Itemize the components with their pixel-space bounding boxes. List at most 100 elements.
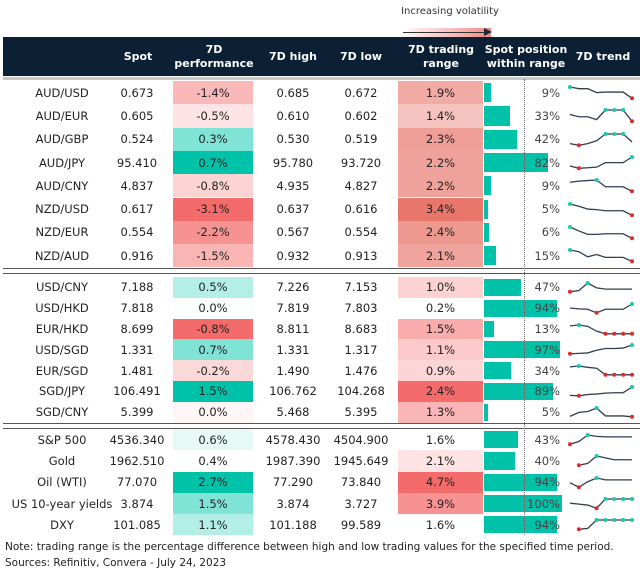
high-value: 5.468: [276, 405, 310, 420]
low-value: 7.153: [344, 280, 378, 295]
position-bar: [484, 494, 562, 513]
position-bar: [484, 246, 496, 266]
range-cell: 1.1%: [398, 339, 483, 361]
performance-cell: -2.2%: [173, 220, 253, 245]
range-cell: 2.4%: [398, 381, 483, 402]
spot-value: 106.491: [113, 384, 161, 399]
trend-line: [569, 249, 633, 262]
trend-line: [569, 407, 633, 418]
max-marker: [576, 364, 581, 369]
spot-value: 0.554: [120, 225, 154, 240]
range-cell: 2.3%: [398, 127, 483, 151]
trend-sparkline: [568, 85, 634, 101]
position-bar: [484, 431, 518, 449]
midpoint-line: [524, 79, 525, 535]
high-value: 7.819: [276, 301, 310, 316]
high-value: 77.290: [272, 475, 314, 490]
footnote: Note: trading range is the percentage di…: [5, 541, 614, 553]
min-marker: [630, 331, 634, 336]
range-cell: 1.5%: [398, 318, 483, 340]
instrument-label: EUR/SGD: [35, 363, 89, 378]
position-percent: 43%: [534, 432, 560, 447]
position-bar: [484, 320, 495, 338]
table-row: US 10-year yields 3.874 1.5% 3.874 3.727…: [3, 492, 640, 515]
range-cell: 1.4%: [398, 104, 483, 128]
table-row: AUD/GBP 0.524 0.3% 0.530 0.519 2.3% 42%: [3, 127, 640, 151]
high-value: 3.874: [276, 496, 310, 511]
performance-cell: 0.6%: [173, 429, 253, 451]
min-marker: [630, 372, 634, 377]
max-marker: [612, 131, 617, 136]
instrument-label: NZD/EUR: [35, 225, 89, 240]
performance-cell: -0.2%: [173, 360, 253, 381]
high-value: 4.935: [276, 178, 310, 193]
table-row: SGD/CNY 5.399 0.0% 5.468 5.395 1.3% 5%: [3, 401, 640, 423]
trend-line: [569, 202, 633, 216]
max-marker: [603, 131, 608, 136]
position-bar: [484, 383, 554, 400]
spot-value: 3.874: [120, 496, 154, 511]
group-divider: [3, 268, 640, 274]
high-value: 1.331: [276, 342, 310, 357]
min-marker: [576, 463, 581, 468]
trend-sparkline: [569, 108, 634, 124]
position-bar: [484, 452, 516, 470]
spot-value: 0.673: [120, 85, 154, 100]
min-marker: [630, 119, 634, 124]
range-cell: 2.1%: [398, 450, 483, 472]
performance-cell: 1.5%: [173, 381, 253, 402]
instrument-label: AUD/GBP: [35, 132, 89, 147]
instrument-label: NZD/USD: [35, 202, 89, 217]
performance-cell: 0.0%: [173, 401, 253, 423]
spot-value: 0.524: [120, 132, 154, 147]
low-value: 0.519: [344, 132, 378, 147]
max-marker: [594, 518, 599, 523]
performance-cell: 0.0%: [173, 297, 253, 319]
low-value: 1945.649: [333, 453, 389, 468]
instrument-label: DXY: [50, 517, 74, 532]
instrument-label: S&P 500: [37, 432, 87, 447]
trend-line: [569, 282, 632, 293]
spot-value: 4.837: [120, 178, 154, 193]
instrument-label: USD/CNY: [35, 280, 89, 295]
high-value: 1987.390: [265, 453, 321, 468]
instrument-label: US 10-year yields: [11, 496, 113, 511]
spot-value: 0.916: [120, 248, 154, 263]
max-marker: [612, 518, 617, 523]
max-marker: [612, 108, 617, 113]
position-bar: [484, 152, 548, 173]
trend-sparkline: [569, 475, 632, 489]
trend-sparkline: [569, 405, 634, 419]
high-value: 106.762: [269, 384, 317, 399]
min-marker: [630, 96, 634, 101]
min-marker: [594, 506, 599, 511]
performance-cell: 0.4%: [173, 450, 253, 472]
min-marker: [630, 414, 634, 419]
table-row: NZD/EUR 0.554 -2.2% 0.567 0.554 2.4% 6%: [3, 220, 640, 245]
position-percent: 47%: [534, 280, 560, 295]
header-trend: 7D trend: [575, 49, 631, 63]
max-marker: [621, 518, 626, 523]
min-marker: [630, 189, 634, 194]
min-marker: [576, 393, 581, 398]
low-value: 8.683: [344, 321, 378, 336]
trend-sparkline: [569, 364, 634, 377]
range-cell: 2.4%: [398, 220, 483, 245]
high-value: 0.932: [276, 248, 310, 263]
min-marker: [568, 352, 572, 357]
position-bar: [484, 473, 558, 491]
min-marker: [612, 331, 617, 336]
header-low: 7D low: [339, 49, 383, 63]
instrument-label: AUD/EUR: [35, 108, 89, 123]
performance-cell: -0.8%: [173, 174, 253, 198]
position-bar: [484, 299, 558, 317]
position-bar: [484, 403, 488, 421]
volatility-legend-label: Increasing volatility: [401, 6, 499, 17]
low-value: 0.616: [344, 202, 378, 217]
min-marker: [603, 331, 608, 336]
min-marker: [630, 236, 634, 241]
max-marker: [585, 433, 590, 437]
performance-cell: 2.7%: [173, 471, 253, 493]
range-cell: 1.0%: [398, 277, 483, 298]
min-marker: [576, 527, 581, 532]
